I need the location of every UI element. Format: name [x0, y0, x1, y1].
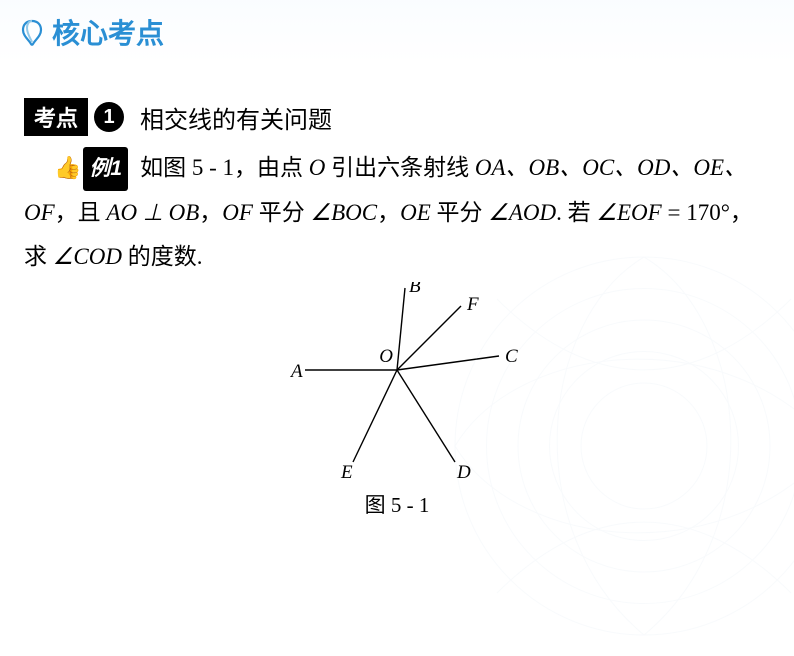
ang-eof: ∠EOF [596, 200, 661, 225]
topic-number: 1 [94, 102, 124, 132]
t2b: ， [199, 200, 222, 225]
label-O: O [379, 346, 393, 367]
ray-C [397, 356, 499, 370]
figure-wrap: A B F C D E O 图 5 - 1 [24, 282, 770, 519]
t1a: 如图 5 - 1，由点 [140, 155, 309, 180]
pt-O: O [309, 155, 326, 180]
t2c: 平分 [253, 200, 311, 225]
problem-text: 👍例1如图 5 - 1，由点 O 引出六条射线 OA、OB、OC、OD、OE、O… [24, 146, 770, 278]
t3b: . 若 [556, 200, 596, 225]
label-F: F [466, 294, 479, 315]
topic-title: 相交线的有关问题 [140, 100, 332, 135]
ang-aod: ∠AOD [488, 200, 556, 225]
figure-caption: 图 5 - 1 [365, 489, 430, 519]
label-C: C [505, 346, 518, 367]
topic-row: 考点 1 相交线的有关问题 [24, 98, 770, 136]
logo-icon [18, 18, 46, 46]
ray-B [397, 288, 405, 370]
ray-E [353, 370, 397, 462]
ray-F [397, 306, 461, 370]
t3a: 平分 [431, 200, 489, 225]
of: OF [222, 200, 253, 225]
label-E: E [340, 462, 353, 483]
label-A: A [289, 361, 303, 382]
t2a: ，且 [55, 200, 107, 225]
t3d: 的度数. [122, 244, 203, 269]
thumb-icon: 👍 [54, 147, 81, 189]
geometry-figure: A B F C D E O [247, 282, 547, 487]
oe: OE [400, 200, 431, 225]
ang-boc: ∠BOC [310, 200, 377, 225]
header: 核心考点 [0, 0, 794, 64]
ray-D [397, 370, 455, 462]
ang-cod: ∠COD [53, 244, 122, 269]
example-badge: 例1 [83, 147, 128, 191]
label-D: D [456, 462, 471, 483]
topic-badge: 考点 [24, 98, 88, 136]
header-title: 核心考点 [52, 12, 164, 52]
content-area: 考点 1 相交线的有关问题 👍例1如图 5 - 1，由点 O 引出六条射线 OA… [0, 64, 794, 519]
perp: AO ⊥ OB [106, 200, 199, 225]
t2d: ， [377, 200, 400, 225]
t1b: 引出六条射线 [325, 155, 475, 180]
label-B: B [409, 282, 421, 297]
